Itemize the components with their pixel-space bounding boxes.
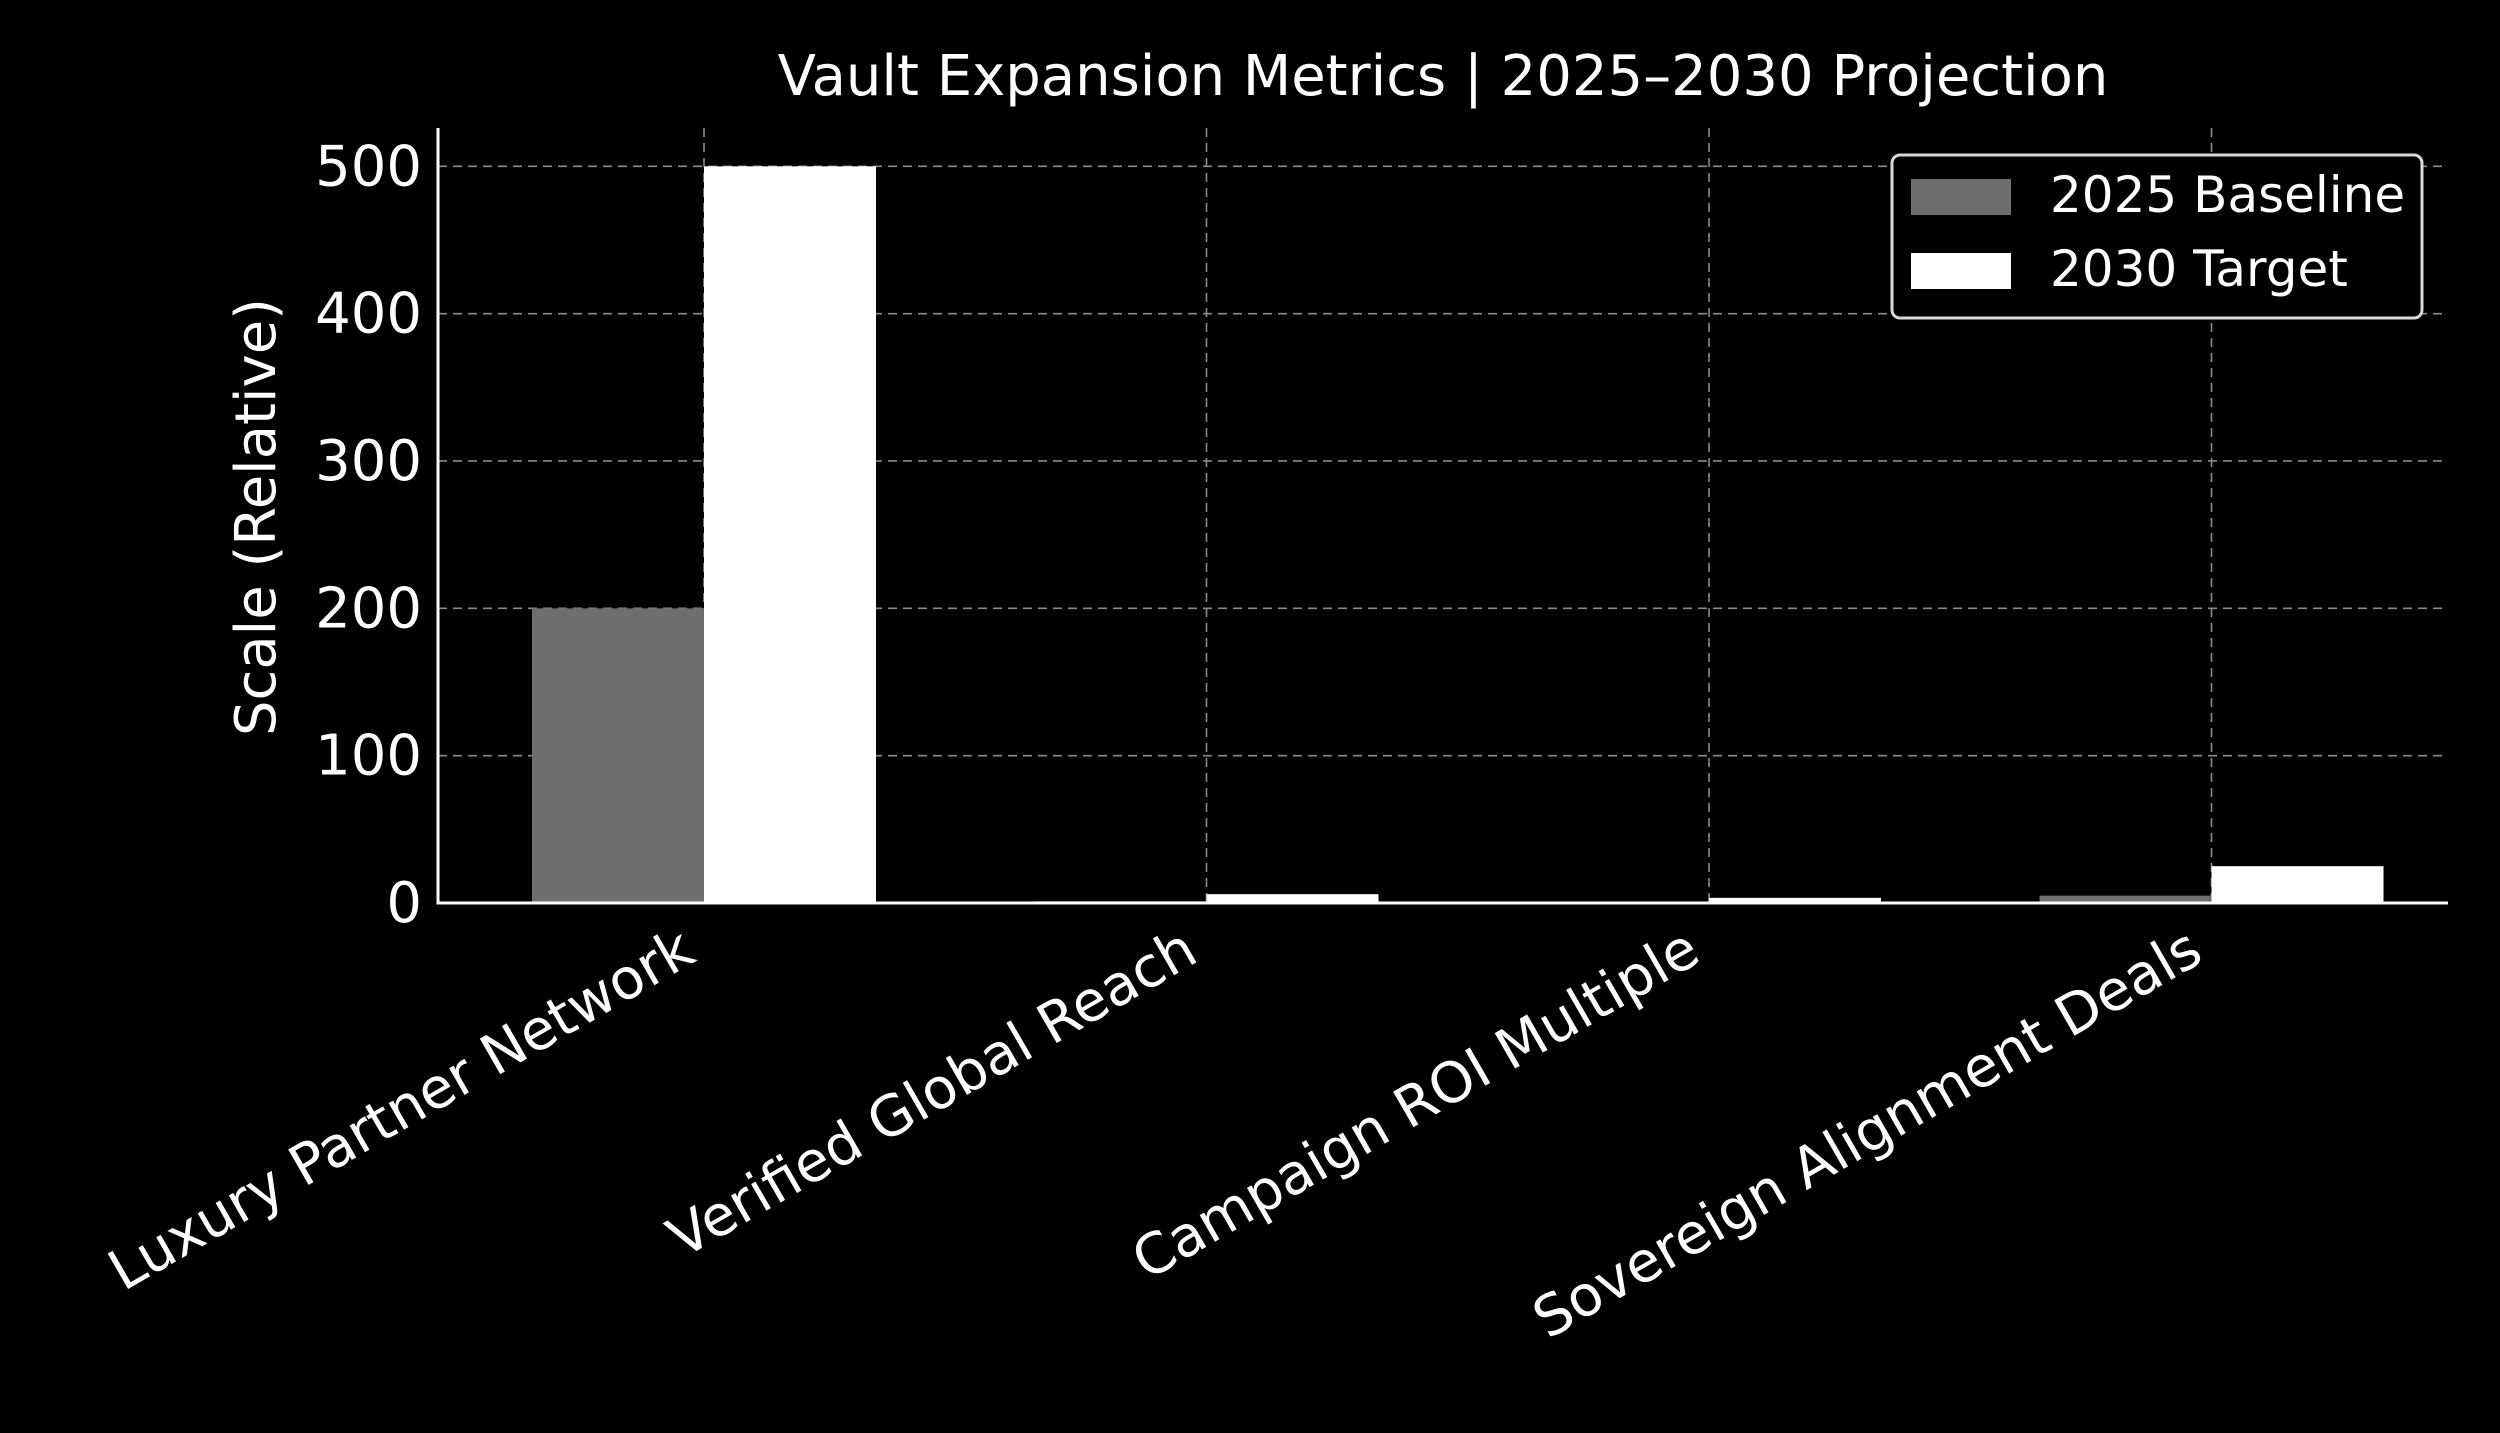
y-tick-labels: 0 100 200 300 400 500 bbox=[315, 134, 422, 936]
bars-layer bbox=[532, 166, 2384, 903]
axes-layer bbox=[436, 128, 2448, 905]
bar-2030-target-verified-global-reach bbox=[1206, 894, 1379, 903]
bar-2025-baseline-luxury-partner-network bbox=[532, 608, 704, 903]
y-tick-label-100: 100 bbox=[315, 724, 422, 789]
legend-swatch-2025-baseline bbox=[1911, 179, 2011, 215]
bar-2030-target-campaign-roi-multiple bbox=[1709, 897, 1881, 903]
legend-label-2030-target: 2030 Target bbox=[2050, 240, 2348, 298]
y-tick-label-500: 500 bbox=[315, 134, 422, 199]
legend: 2025 Baseline 2030 Target bbox=[1890, 153, 2424, 320]
bar-2030-target-luxury-partner-network bbox=[704, 166, 876, 903]
chart-title: Vault Expansion Metrics | 2025–2030 Proj… bbox=[778, 44, 2109, 109]
y-tick-label-0: 0 bbox=[386, 871, 422, 936]
y-tick-label-300: 300 bbox=[315, 429, 422, 494]
legend-label-2025-baseline: 2025 Baseline bbox=[2050, 166, 2405, 224]
legend-swatch-2030-target bbox=[1911, 253, 2011, 289]
bar-2025-baseline-sovereign-alignment-deals bbox=[2039, 895, 2212, 903]
y-axis-label: Scale (Relative) bbox=[224, 298, 289, 736]
y-tick-label-400: 400 bbox=[315, 282, 422, 347]
bar-2030-target-sovereign-alignment-deals bbox=[2211, 866, 2384, 903]
y-tick-label-200: 200 bbox=[315, 576, 422, 641]
legend-frame bbox=[1890, 153, 2424, 320]
